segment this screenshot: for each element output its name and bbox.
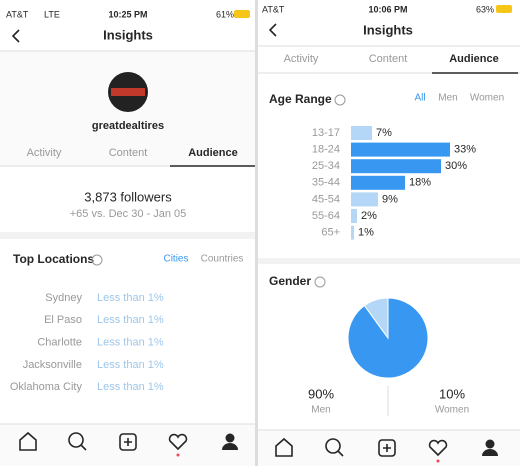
bar: [351, 225, 354, 240]
city-share: Less than 1%: [97, 292, 164, 304]
nav-dot: [176, 453, 180, 457]
status-carrier: AT&T: [262, 4, 285, 14]
bar: [351, 159, 441, 174]
city: Oklahoma City: [10, 381, 83, 393]
section-divider: [0, 232, 255, 239]
nav-search[interactable]: [325, 438, 341, 454]
info-icon[interactable]: [314, 276, 326, 288]
bar-label: 9%: [382, 193, 398, 205]
panel-divider: [255, 0, 258, 466]
nav-home[interactable]: [19, 431, 37, 451]
status-time: 10:06 PM: [368, 4, 407, 14]
info-icon[interactable]: [91, 254, 103, 266]
back-button[interactable]: [11, 29, 20, 43]
city-share: Less than 1%: [97, 337, 164, 349]
section-divider: [258, 258, 520, 264]
info-icon[interactable]: [334, 94, 346, 106]
filter-active[interactable]: All: [414, 93, 425, 104]
nav-add-plus: [383, 444, 391, 452]
nav-dot: [436, 459, 440, 463]
nav-add-plus: [124, 438, 132, 446]
bar-label: 30%: [445, 160, 467, 172]
nav-search-handle: [80, 444, 87, 451]
tab[interactable]: Content: [109, 147, 148, 159]
status-carrier: AT&T: [6, 9, 29, 19]
battery-icon: [234, 10, 250, 18]
status-network: LTE: [44, 9, 60, 19]
bar: [351, 126, 372, 140]
section-title: Age Range: [269, 92, 332, 106]
city: Charlotte: [37, 337, 82, 349]
bar: [351, 175, 405, 190]
status-battery: 61%: [216, 9, 234, 19]
pie-slice: [363, 297, 389, 340]
tab[interactable]: Activity: [284, 53, 319, 65]
city-share: Less than 1%: [97, 359, 164, 371]
nav-activity[interactable]: [168, 433, 188, 451]
status-battery: 63%: [476, 4, 494, 14]
header-title: Insights: [103, 27, 153, 42]
bar-label: 18%: [409, 177, 431, 189]
city: Sydney: [45, 292, 82, 304]
age-label: 45-54: [312, 193, 340, 205]
nav-search-handle: [337, 450, 344, 457]
age-label: 35-44: [312, 177, 340, 189]
nav-add[interactable]: [119, 433, 137, 451]
pie-category: Men: [311, 405, 330, 416]
city-share: Less than 1%: [97, 314, 164, 326]
nav-home[interactable]: [275, 437, 293, 457]
pie-category: Women: [435, 405, 469, 416]
city-share: Less than 1%: [97, 381, 164, 393]
followers-count: 3,873 followers: [84, 189, 172, 204]
filter[interactable]: Countries: [201, 254, 244, 265]
back-button[interactable]: [268, 23, 277, 37]
username: greatdealtires: [92, 120, 164, 132]
battery-icon: [496, 5, 512, 13]
pie-value-label: 10%: [439, 386, 465, 401]
nav-activity[interactable]: [428, 439, 448, 457]
header-title: Insights: [363, 22, 413, 37]
city: El Paso: [44, 314, 82, 326]
filter-active[interactable]: Cities: [163, 254, 188, 265]
age-label: 25-34: [312, 160, 340, 172]
nav-profile-head[interactable]: [485, 439, 495, 449]
age-label: 65+: [321, 227, 340, 239]
avatar-logo: [111, 88, 145, 96]
nav-profile-body: [482, 449, 498, 456]
nav-profile-body: [222, 443, 238, 450]
bar: [351, 142, 450, 157]
section-title: Top Locations: [13, 252, 94, 266]
section-title: Gender: [269, 274, 311, 288]
filter[interactable]: Men: [438, 93, 457, 104]
filter[interactable]: Women: [470, 93, 504, 104]
followers-change: +65 vs. Dec 30 - Jan 05: [70, 208, 186, 220]
tab-active[interactable]: Audience: [188, 147, 238, 159]
pie-value-label: 90%: [308, 386, 334, 401]
bar-label: 33%: [454, 144, 476, 156]
nav-search[interactable]: [68, 432, 84, 448]
nav-profile-head[interactable]: [225, 433, 235, 443]
bar: [351, 209, 357, 223]
age-label: 18-24: [312, 144, 340, 156]
age-label: 55-64: [312, 210, 340, 222]
status-time: 10:25 PM: [108, 9, 147, 19]
age-label: 13-17: [312, 127, 340, 139]
nav-add[interactable]: [378, 439, 396, 457]
bar-label: 1%: [358, 227, 374, 239]
tab[interactable]: Content: [369, 53, 408, 65]
city: Jacksonville: [23, 359, 82, 371]
tab[interactable]: Activity: [27, 147, 62, 159]
bar-label: 7%: [376, 127, 392, 139]
tab-active[interactable]: Audience: [449, 53, 499, 65]
bar: [351, 192, 378, 207]
bar-label: 2%: [361, 210, 377, 222]
